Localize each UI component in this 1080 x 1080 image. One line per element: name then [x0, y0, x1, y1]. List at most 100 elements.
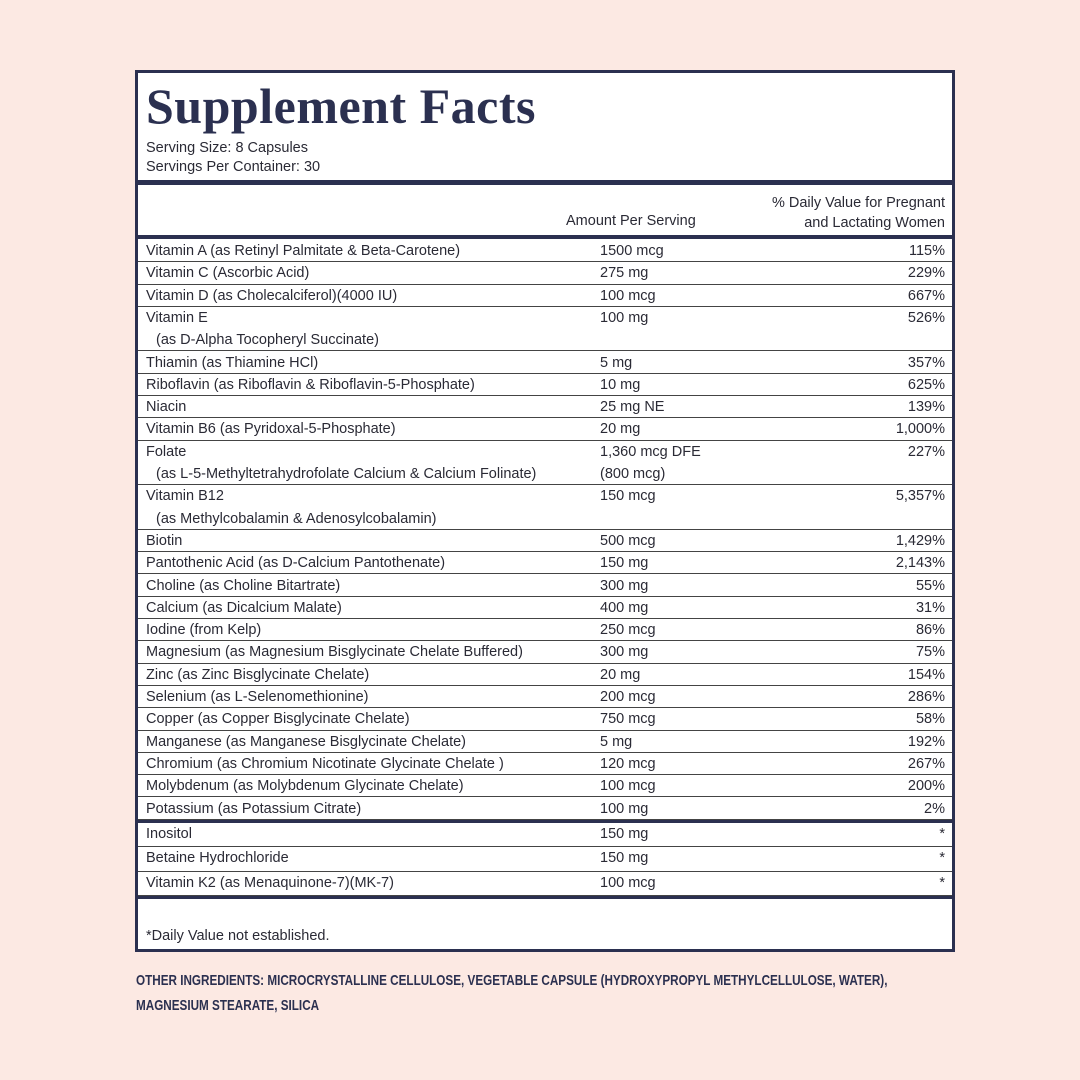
amount: 300 mg — [600, 577, 649, 594]
daily-value: * — [939, 850, 945, 867]
nutrient-name: Manganese (as Manganese Bisglycinate Che… — [146, 733, 466, 750]
nutrient-row: Zinc (as Zinc Bisglycinate Chelate) 20 mg… — [138, 664, 952, 686]
nutrient-detail: (as Methylcobalamin & Adenosylcobalamin) — [156, 510, 437, 527]
daily-value: 139% — [907, 399, 945, 416]
divider — [138, 180, 952, 185]
amount: 100 mg — [600, 309, 649, 326]
daily-value: 625% — [907, 376, 945, 393]
daily-value: 5,357% — [895, 488, 945, 505]
nutrient-name: Vitamin A (as Retinyl Palmitate & Beta-C… — [146, 243, 461, 259]
daily-value: 86% — [915, 622, 945, 639]
daily-value: 667% — [907, 287, 945, 304]
nutrient-row: Magnesium (as Magnesium Bisglycinate Che… — [138, 641, 952, 664]
nutrient-detail: (as L-5-Methyltetrahydrofolate Calcium &… — [156, 465, 537, 482]
daily-value: 526% — [907, 309, 945, 326]
amount: 750 mcg — [600, 711, 656, 728]
nutrient-row: Riboflavin (as Riboflavin & Riboflavin-5… — [138, 374, 952, 397]
nutrient-name: Thiamin (as Thiamine HCl) — [146, 354, 319, 371]
amount: 150 mg — [600, 555, 649, 572]
footnote: *Daily Value not established. — [146, 928, 330, 944]
daily-value: 115% — [908, 243, 945, 259]
other-ingredients: OTHER INGREDIENTS: MICROCRYSTALLINE CELL… — [136, 968, 947, 1018]
nutrient-name: Vitamin E — [146, 309, 208, 326]
amount: 150 mg — [600, 825, 649, 842]
daily-value: 227% — [907, 443, 945, 460]
nutrient-row: Selenium (as L-Selenomethionine) 200 mcg 2… — [138, 686, 952, 709]
nutrient-name: Copper (as Copper Bisglycinate Chelate) — [146, 711, 410, 728]
daily-value: 200% — [907, 778, 945, 795]
nutrient-row: Vitamin A (as Retinyl Palmitate & Beta-C… — [138, 240, 952, 263]
nutrient-name: Vitamin B12 — [146, 488, 224, 505]
servings-per-container: Servings Per Container: 30 — [146, 159, 321, 175]
amount: 150 mcg — [600, 488, 656, 505]
nutrient-name: Pantothenic Acid (as D-Calcium Pantothen… — [146, 555, 446, 572]
amount-detail: (800 mcg) — [600, 465, 666, 482]
nutrient-name: Zinc (as Zinc Bisglycinate Chelate) — [146, 666, 370, 683]
divider — [138, 819, 952, 823]
amount-header: Amount Per Serving — [566, 213, 696, 229]
nutrient-row: Vitamin K2 (as Menaquinone-7)(MK-7) 100 m… — [138, 872, 952, 897]
other-ingredients-label: OTHER INGREDIENTS: — [136, 972, 265, 989]
amount: 250 mcg — [600, 622, 656, 639]
daily-value: * — [939, 874, 945, 891]
daily-value: 154% — [907, 666, 945, 683]
nutrient-name: Calcium (as Dicalcium Malate) — [146, 599, 342, 616]
title: Supplement Facts — [146, 78, 536, 134]
nutrient-row: Choline (as Choline Bitartrate) 300 mg 55% — [138, 575, 952, 597]
nutrient-name: Betaine Hydrochloride — [146, 850, 289, 867]
nutrient-row: Iodine (from Kelp) 250 mcg 86% — [138, 619, 952, 642]
nutrient-name: Molybdenum (as Molybdenum Glycinate Chel… — [146, 778, 464, 795]
daily-value: 357% — [907, 354, 945, 371]
daily-value: 1,000% — [895, 421, 945, 438]
nutrient-row: Copper (as Copper Bisglycinate Chelate) 7… — [138, 708, 952, 731]
amount: 100 mg — [600, 800, 649, 817]
amount: 100 mcg — [600, 778, 656, 795]
nutrient-row: Calcium (as Dicalcium Malate) 400 mg 31% — [138, 597, 952, 620]
amount: 150 mg — [600, 850, 649, 867]
daily-value: 1,429% — [895, 532, 945, 549]
daily-value: 2% — [924, 800, 945, 817]
amount: 20 mg — [600, 421, 641, 438]
nutrient-row: Vitamin E (as D-Alpha Tocopheryl Succinat… — [138, 307, 952, 352]
daily-value: 229% — [907, 265, 945, 282]
daily-value: 31% — [915, 599, 945, 616]
amount: 1,360 mcg DFE — [600, 443, 701, 460]
nutrient-row: Biotin 500 mcg 1,429% — [138, 530, 952, 553]
nutrient-name: Vitamin B6 (as Pyridoxal-5-Phosphate) — [146, 421, 396, 438]
nutrient-name: Riboflavin (as Riboflavin & Riboflavin-5… — [146, 376, 475, 393]
daily-value: 267% — [907, 755, 945, 772]
nutrient-row: Folate (as L-5-Methyltetrahydrofolate Cal… — [138, 441, 952, 486]
daily-value: 55% — [915, 577, 945, 594]
daily-value: 75% — [915, 644, 945, 661]
amount: 20 mg — [600, 666, 641, 683]
nutrient-row: Pantothenic Acid (as D-Calcium Pantothen… — [138, 552, 952, 575]
amount: 25 mg NE — [600, 399, 665, 416]
amount: 500 mcg — [600, 532, 656, 549]
nutrient-row: Vitamin B6 (as Pyridoxal-5-Phosphate) 20 … — [138, 418, 952, 441]
nutrient-name: Choline (as Choline Bitartrate) — [146, 577, 341, 594]
daily-value: 2,143% — [895, 555, 945, 572]
nutrient-row: Inositol 150 mg * — [138, 823, 952, 848]
nutrient-row: Vitamin D (as Cholecalciferol)(4000 IU) 1… — [138, 285, 952, 307]
nutrient-row: Manganese (as Manganese Bisglycinate Che… — [138, 731, 952, 753]
other-ingredients-text: MICROCRYSTALLINE CELLULOSE, VEGETABLE CA… — [136, 972, 888, 1014]
nutrient-name: Vitamin K2 (as Menaquinone-7)(MK-7) — [146, 874, 394, 891]
nutrient-row: Thiamin (as Thiamine HCl) 5 mg 357% — [138, 352, 952, 374]
amount: 10 mg — [600, 376, 641, 393]
divider — [138, 896, 952, 900]
nutrient-detail: (as D-Alpha Tocopheryl Succinate) — [156, 332, 379, 349]
nutrient-name: Selenium (as L-Selenomethionine) — [146, 689, 369, 705]
nutrient-name: Vitamin D (as Cholecalciferol)(4000 IU) — [146, 287, 398, 304]
amount: 100 mcg — [600, 874, 656, 891]
nutrient-name: Magnesium (as Magnesium Bisglycinate Che… — [146, 644, 523, 661]
nutrient-row: Vitamin B12 (as Methylcobalamin & Adenosy… — [138, 485, 952, 530]
nutrient-name: Chromium (as Chromium Nicotinate Glycina… — [146, 755, 504, 772]
nutrient-row: Vitamin C (Ascorbic Acid) 275 mg 229% — [138, 262, 952, 285]
amount: 5 mg — [600, 354, 633, 371]
nutrient-name: Vitamin C (Ascorbic Acid) — [146, 265, 310, 282]
nutrient-row: Betaine Hydrochloride 150 mg * — [138, 847, 952, 872]
amount: 300 mg — [600, 644, 649, 661]
amount: 1500 mcg — [600, 243, 664, 259]
nutrient-name: Biotin — [146, 532, 183, 549]
